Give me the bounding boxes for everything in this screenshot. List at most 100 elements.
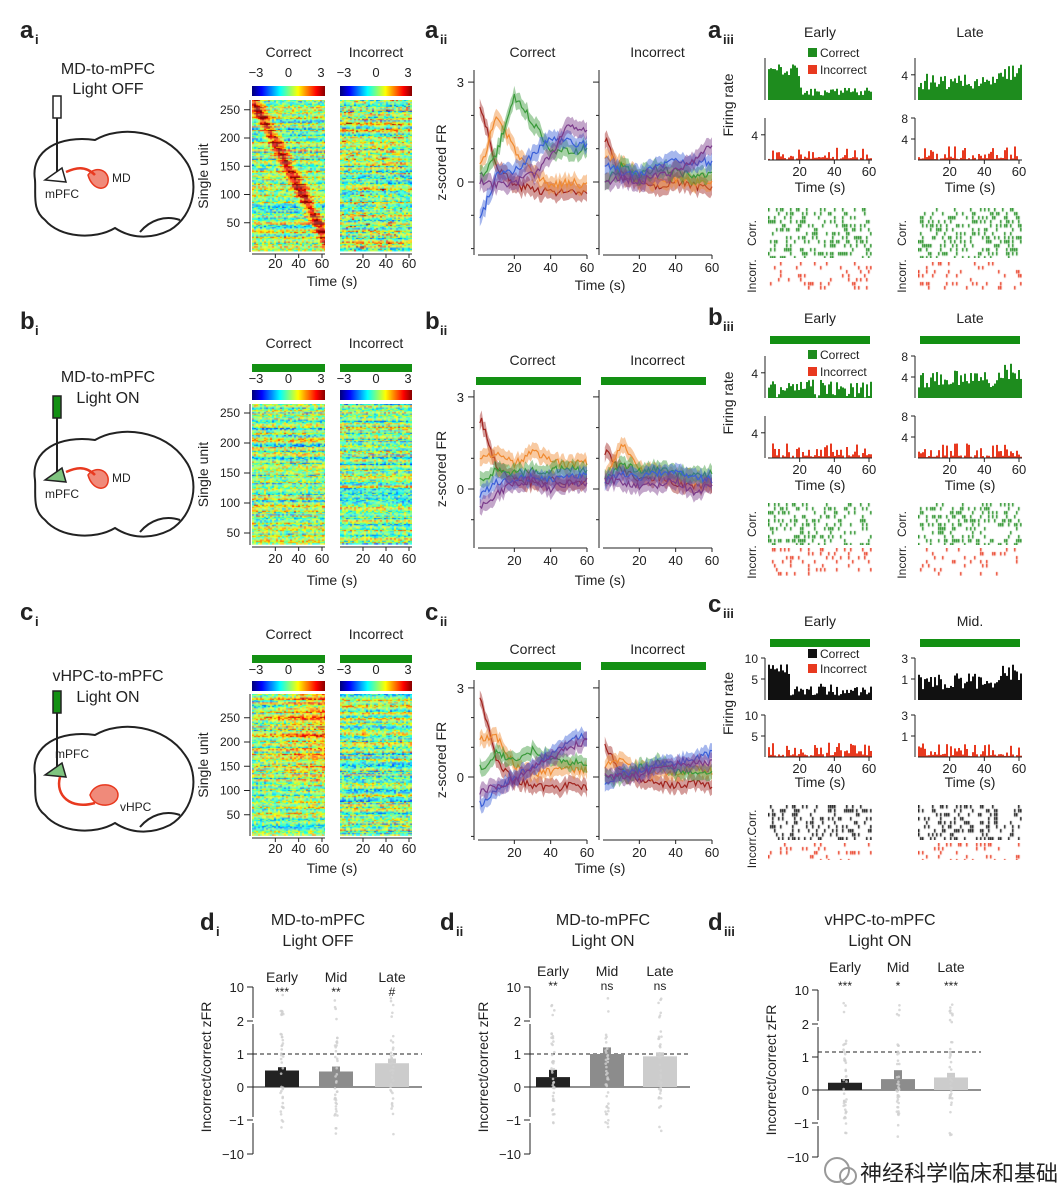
histogram-bar: [850, 92, 852, 100]
light-on-bar: [476, 377, 581, 385]
histogram-bar: [956, 751, 958, 757]
histogram-bar: [938, 744, 940, 757]
panel-label-c-i-letter: c: [20, 599, 33, 626]
firing-xlabel: Time (s): [945, 477, 996, 493]
histogram-bar: [972, 380, 974, 398]
data-point: [607, 1106, 610, 1110]
histogram-bar: [790, 155, 792, 160]
histogram-bar: [778, 671, 780, 700]
histogram-bar: [832, 755, 834, 757]
data-point: [392, 1132, 395, 1136]
data-point: [658, 1053, 661, 1057]
histogram-bar: [974, 455, 976, 458]
histogram-bar: [786, 71, 788, 100]
trace-line: [479, 106, 588, 197]
traces-ytick: 3: [457, 390, 464, 405]
histogram-bar: [938, 384, 940, 398]
brain-schematic-icon: [33, 95, 195, 238]
traces-ytick: 3: [457, 75, 464, 90]
histogram-bar: [980, 377, 982, 398]
light-on-bar: [601, 662, 706, 670]
histogram-bar: [938, 450, 940, 458]
data-point: [391, 1112, 395, 1116]
traces-xtick: 40: [668, 260, 682, 275]
histogram-bar: [840, 90, 842, 100]
firing-rate-ylabel: Firing rate: [720, 73, 736, 136]
data-point: [843, 1057, 846, 1060]
data-point: [605, 1104, 609, 1108]
data-point: [280, 1035, 284, 1039]
bar-mid: [319, 1071, 353, 1087]
histogram-bar: [868, 692, 870, 700]
data-point: [659, 1030, 663, 1033]
histogram-bar: [870, 381, 872, 398]
data-point: [550, 1067, 553, 1070]
histogram-bar: [842, 92, 844, 100]
histogram-bar: [998, 451, 1000, 458]
bar-ytick: −1: [506, 1113, 521, 1128]
watermark: 神经科学临床和基础: [824, 1157, 1058, 1186]
data-point: [659, 1096, 663, 1100]
histogram-bar: [840, 158, 842, 160]
histogram-bar: [828, 92, 830, 100]
histogram-bar: [772, 743, 774, 757]
data-point: [336, 1036, 339, 1040]
histogram-bar: [830, 443, 832, 458]
histogram-bar: [790, 68, 792, 100]
traces-xtick: 60: [580, 845, 594, 860]
panel-label-c-i-sub: i: [35, 614, 39, 629]
data-point: [552, 1099, 556, 1103]
histogram-bar: [778, 64, 780, 100]
panel-label-d: d: [440, 909, 455, 936]
histogram-bar: [826, 92, 828, 100]
histogram-bar: [816, 747, 818, 757]
region-label-target: MD: [112, 171, 131, 185]
data-point: [550, 1069, 554, 1072]
histogram-ytick: 8: [901, 112, 908, 126]
heatmap-ytick: 50: [227, 808, 241, 822]
histogram-bar: [804, 388, 806, 398]
histogram-bar: [852, 387, 854, 398]
histogram-bar: [1008, 66, 1010, 100]
histogram-bar: [828, 691, 830, 700]
histogram-bar: [1000, 451, 1002, 458]
histogram-bar: [776, 668, 778, 700]
histogram-bar: [1010, 745, 1012, 757]
histogram-bar: [796, 384, 798, 398]
histogram-bar: [980, 677, 982, 700]
histogram-ytick: 5: [751, 730, 758, 744]
histogram-bar: [990, 682, 992, 700]
data-point: [335, 1102, 338, 1106]
trace-line: [479, 737, 588, 795]
histogram-bar: [1020, 456, 1022, 458]
firing-rate-ylabel: Firing rate: [720, 672, 736, 735]
histogram-bar: [862, 148, 864, 160]
raster-correct: [768, 208, 872, 258]
heatmap-xtick: 40: [291, 551, 305, 566]
histogram-bar: [982, 751, 984, 757]
colorbar-tick: 3: [404, 662, 411, 677]
histogram-bar: [994, 383, 996, 398]
heatmap-xtick: 60: [315, 256, 329, 271]
histogram-bar: [960, 455, 962, 458]
schematic-title-line1: MD-to-mPFC: [61, 61, 155, 78]
bar-ytick: 2: [802, 1017, 809, 1032]
histogram-bar: [864, 744, 866, 757]
histogram-bar: [930, 450, 932, 458]
light-on-bar: [770, 336, 870, 344]
histogram-bar: [934, 381, 936, 398]
histogram-bar: [950, 79, 952, 100]
histogram-bar: [1016, 450, 1018, 458]
histogram-bar: [790, 695, 792, 700]
histogram-bar: [930, 82, 932, 100]
histogram-bar: [792, 384, 794, 398]
histogram-bar: [770, 384, 772, 398]
raster-incorrect: [918, 843, 1022, 860]
colorbar-tick: 3: [317, 65, 324, 80]
histogram-bar: [826, 694, 828, 700]
trace-line: [479, 135, 588, 219]
histogram-bar: [788, 673, 790, 700]
histogram-bar: [940, 374, 942, 398]
histogram-bar: [962, 150, 964, 160]
histogram-bar: [768, 158, 770, 160]
